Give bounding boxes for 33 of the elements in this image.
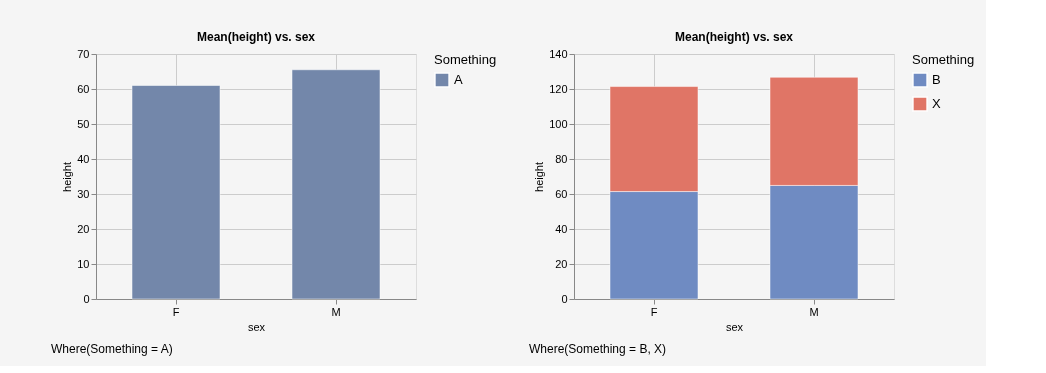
x-tick-label: F [650, 305, 658, 318]
legend-label: X [932, 96, 941, 111]
y-tick-label: 30 [77, 187, 90, 200]
y-tick-label: 20 [555, 257, 568, 270]
text: Where(Something = A) [51, 342, 173, 356]
y-tick-label: 70 [77, 47, 90, 60]
y-tick-label: 60 [555, 187, 568, 200]
legend-title: Something [912, 52, 975, 67]
x-tick-label: F [172, 305, 180, 318]
chart-title: Mean(height) vs. sex [674, 30, 794, 44]
y-tick-label: 60 [77, 82, 90, 95]
legend-label: B [932, 72, 941, 87]
x-tick-label: M [331, 305, 341, 318]
y-tick-label: 0 [83, 292, 90, 305]
y-tick-label: 0 [561, 292, 568, 305]
y-axis-title: height [533, 162, 546, 192]
y-tick-label: 120 [549, 82, 568, 95]
legend-label: A [454, 72, 463, 87]
y-tick-label: 40 [555, 222, 568, 235]
y-tick-label: 10 [77, 257, 90, 270]
legend-title: Something [434, 52, 497, 67]
y-tick-label: 100 [549, 117, 568, 130]
y-tick-label: 140 [549, 47, 568, 60]
x-axis-title: sex [725, 320, 744, 333]
y-tick-label: 80 [555, 152, 568, 165]
y-tick-label: 50 [77, 117, 90, 130]
x-axis-title: sex [247, 320, 266, 333]
x-tick-label: M [809, 305, 819, 318]
y-tick-label: 40 [77, 152, 90, 165]
y-axis-title: height [61, 162, 74, 192]
chart-title: Mean(height) vs. sex [196, 30, 316, 44]
text: Where(Something = B, X) [529, 342, 667, 356]
y-tick-label: 20 [77, 222, 90, 235]
